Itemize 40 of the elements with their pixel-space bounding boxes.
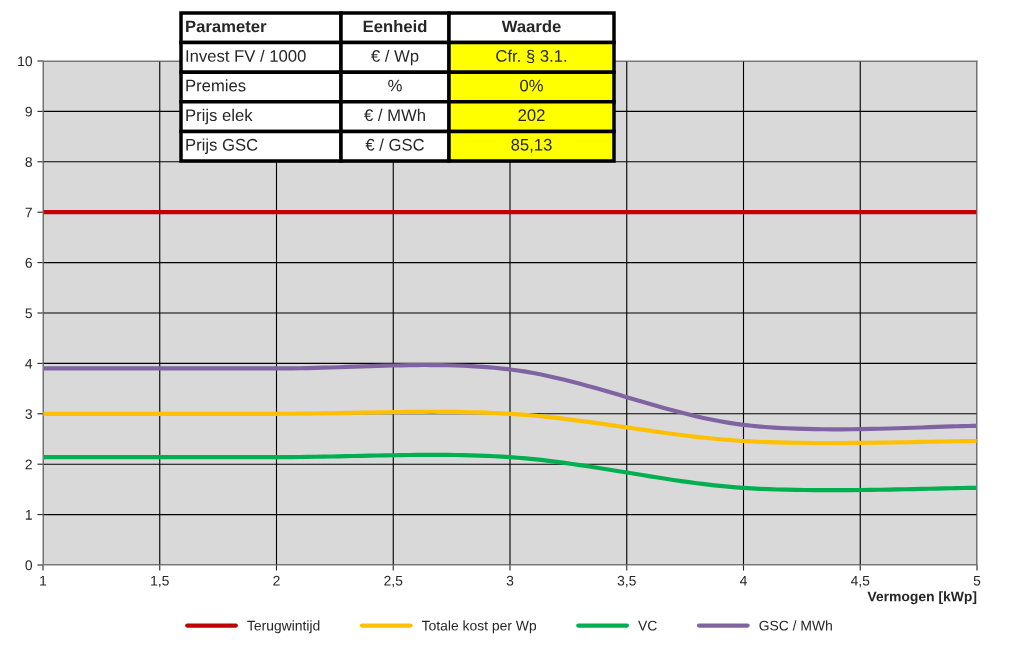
y-tick-label: 8 xyxy=(25,157,32,167)
annotation: € / Wp xyxy=(371,49,419,66)
x-tick-label: 5 xyxy=(973,575,981,586)
x-tick-label: 2,5 xyxy=(384,575,403,588)
y-tick-label: 4 xyxy=(25,358,33,369)
annotation: Premies xyxy=(186,79,246,92)
annotation: 202 xyxy=(518,109,545,122)
annotation: € / GSC xyxy=(365,138,424,151)
x-tick-label: 3,5 xyxy=(617,575,636,588)
annotation: Cfr. § 3.1. xyxy=(496,49,567,64)
y-tick-label: 0 xyxy=(25,560,33,571)
y-tick-label: 1 xyxy=(25,510,32,520)
x-tick-label: 1 xyxy=(40,575,47,586)
legend-label: Totale kost per Wp xyxy=(421,620,537,634)
annotation: Prijs GSC xyxy=(186,138,258,154)
y-tick-label: 9 xyxy=(25,106,32,117)
text: Waarde xyxy=(501,20,561,33)
x-tick-label: 3 xyxy=(506,575,514,586)
annotation: Invest FV / 1000 xyxy=(186,49,306,62)
y-tick-label: 6 xyxy=(25,257,32,268)
annotation: % xyxy=(388,79,402,92)
annotation: 85,13 xyxy=(511,138,552,153)
annotation: 0% xyxy=(520,79,543,92)
x-tick-label: 2 xyxy=(273,575,280,586)
y-tick-label: 7 xyxy=(25,207,32,218)
annotation: Prijs elek xyxy=(186,108,253,125)
x-tick-label: 4 xyxy=(739,575,747,586)
legend-label: VC xyxy=(638,620,657,631)
text: Eenheid xyxy=(363,20,427,33)
y-tick-label: 3 xyxy=(25,409,32,419)
y-tick-label: 10 xyxy=(18,56,33,67)
text: Parameter xyxy=(186,20,267,33)
y-tick-label: 5 xyxy=(25,308,32,319)
legend-label: GSC / MWh xyxy=(759,620,832,631)
y-tick-label: 2 xyxy=(25,459,32,470)
x-axis-title: Vermogen [kWp] xyxy=(867,591,977,605)
annotation: € / MWh xyxy=(364,108,425,122)
x-tick-label: 1,5 xyxy=(151,575,169,588)
legend-label: Terugwintijd xyxy=(247,620,320,634)
x-tick-label: 4,5 xyxy=(850,575,870,588)
